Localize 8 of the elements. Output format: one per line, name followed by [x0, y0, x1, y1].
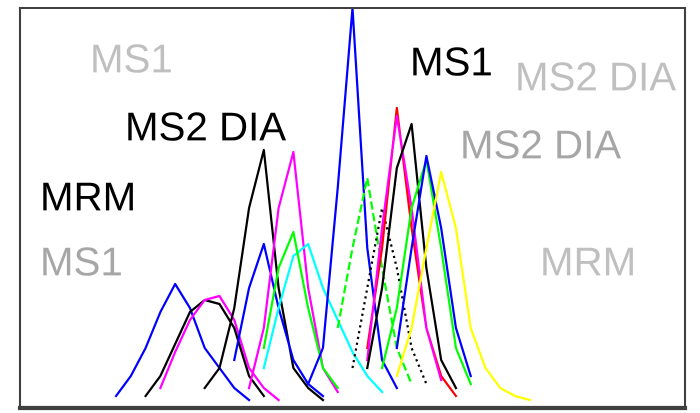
annotation: MS2 DIA [463, 130, 622, 159]
annotation: MS1 [43, 247, 121, 276]
annotation: MS2 DIA [128, 112, 286, 141]
annotation: MRM [43, 182, 133, 210]
annotation: MS2 DIA [518, 62, 676, 91]
annotation: MS1 [93, 44, 171, 73]
annotation: MS1 [413, 47, 491, 76]
annotation: MRM [543, 248, 633, 276]
